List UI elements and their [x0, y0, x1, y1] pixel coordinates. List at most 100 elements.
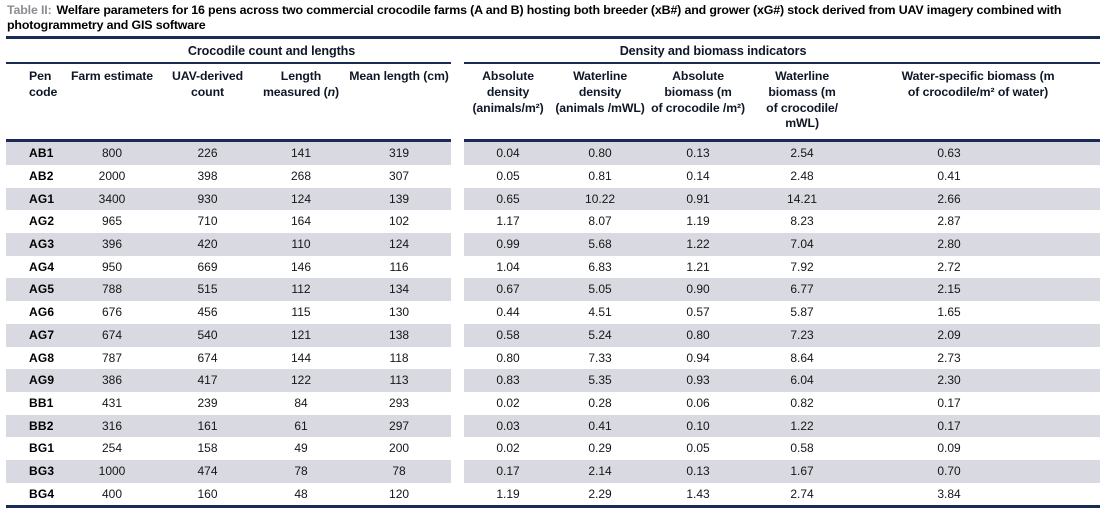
column-group-gutter: [451, 233, 465, 256]
cell-AB2-uav-derived-count: 398: [197, 168, 218, 183]
cell-AG9-absolute-density: 0.83: [464, 369, 553, 392]
cell-AB2-waterline-density: 0.81: [588, 168, 612, 183]
cell-AG2-absolute-density: 1.17: [496, 214, 520, 229]
cell-AG1-absolute-density: 0.65: [464, 187, 553, 211]
cell-AG9-mean-length-cm: 113: [347, 369, 452, 392]
cell-AG3-uav-derived-count: 420: [160, 233, 255, 256]
cell-AG3-absolute-biomass: 1.22: [648, 233, 749, 256]
cell-AG5-water-specific-biomass: 2.15: [856, 278, 1100, 302]
cell-AG6-pen-code: AG6: [29, 305, 55, 320]
welfare-parameters-table: Crocodile count and lengths Density and b…: [6, 39, 1100, 506]
column-header-row: Pen code Farm estimate UAV-derived count Leng…: [6, 63, 1100, 143]
cell-BG4-farm-estimate: 400: [101, 486, 123, 501]
cell-AG7-mean-length-cm: 138: [347, 323, 452, 347]
cell-AG8-waterline-biomass: 8.64: [790, 350, 814, 365]
cell-AB1-water-specific-biomass: 0.63: [856, 140, 1100, 165]
table-row-AG8: AG8 787 674 144 118 0.80 7.33 0.94 8.64 2.73: [6, 346, 1100, 370]
table-row-AB1: AB1 800 226 141 319 0.04 0.80 0.13 2.54 0.63: [6, 140, 1100, 165]
cell-AG5-farm-estimate: 788: [64, 278, 160, 302]
cell-AG9-length-measured-n: 122: [255, 369, 347, 392]
cell-AG2-pen-code: AG2: [29, 214, 55, 229]
cell-BB2-pen-code: BB2: [6, 414, 64, 438]
cell-AG5-waterline-biomass: 6.77: [748, 278, 857, 302]
cell-AG1-length-measured-n: 124: [255, 187, 347, 211]
cell-AB1-length-measured-n: 141: [255, 140, 347, 165]
cell-AB2-pen-code: AB2: [29, 168, 54, 183]
cell-AG1-water-specific-biomass: 2.66: [856, 187, 1100, 211]
cell-BG1-uav-derived-count: 158: [197, 441, 218, 456]
cell-AG5-length-measured-n: 112: [255, 278, 347, 302]
cell-AG3-water-specific-biomass: 2.80: [856, 233, 1100, 256]
cell-AG6-uav-derived-count: 456: [197, 305, 218, 320]
column-group-gutter: [451, 323, 465, 347]
cell-BG4-length-measured-n: 48: [294, 486, 308, 501]
cell-AG3-length-measured-n: 110: [255, 233, 347, 256]
cell-AB1-waterline-density: 0.80: [552, 140, 649, 165]
table-row-AG7: AG7 674 540 121 138 0.58 5.24 0.80 7.23 2.09: [6, 323, 1100, 347]
cell-AG6-waterline-density: 4.51: [588, 305, 612, 320]
cell-BG4-uav-derived-count: 160: [197, 486, 218, 501]
cell-AG5-waterline-density: 5.05: [552, 278, 649, 302]
table-row-BB2: BB2 316 161 61 297 0.03 0.41 0.10 1.22 0.17: [6, 414, 1100, 438]
table-row-AG6: AG6 676 456 115 130 0.44 4.51 0.57 5.87 1.65: [6, 301, 1100, 324]
cell-AG2-waterline-density: 8.07: [588, 214, 612, 229]
cell-BG3-waterline-density: 2.14: [552, 460, 649, 483]
column-group-gutter: [451, 210, 465, 233]
cell-AG8-mean-length-cm: 118: [389, 350, 409, 365]
cell-AG5-absolute-biomass: 0.90: [648, 278, 749, 302]
cell-AG9-water-specific-biomass: 2.30: [856, 369, 1100, 392]
group-header-density-and-biomass-indicators: Density and biomass indicators: [464, 39, 1100, 65]
cell-BB1-uav-derived-count: 239: [197, 395, 218, 410]
cell-AG2-mean-length-cm: 102: [389, 214, 410, 229]
cell-AG4-absolute-biomass: 1.21: [686, 259, 710, 274]
cell-AG8-pen-code: AG8: [29, 350, 55, 365]
cell-AG5-pen-code: AG5: [6, 278, 64, 302]
cell-AB1-farm-estimate: 800: [64, 140, 160, 165]
cell-AG6-absolute-biomass: 0.57: [686, 305, 710, 320]
cell-BG4-waterline-density: 2.29: [588, 486, 612, 501]
column-group-gutter: [451, 140, 465, 165]
column-header-water-specific-biomass: Water-specific biomass (m of crocodile/m²…: [856, 63, 1100, 143]
cell-AG2-uav-derived-count: 710: [197, 214, 218, 229]
cell-AB2-waterline-biomass: 2.48: [790, 168, 814, 183]
column-group-gutter: [451, 255, 465, 279]
cell-AG8-absolute-density: 0.80: [496, 350, 520, 365]
cell-AG8-farm-estimate: 787: [101, 350, 123, 365]
column-group-gutter: [451, 414, 465, 438]
cell-BG3-absolute-biomass: 0.13: [648, 460, 749, 483]
cell-BB2-farm-estimate: 316: [64, 414, 160, 438]
column-group-gutter: [451, 164, 465, 188]
cell-AG7-absolute-biomass: 0.80: [648, 323, 749, 347]
column-group-gutter: [451, 369, 465, 392]
table-header: Crocodile count and lengths Density and b…: [6, 39, 1100, 143]
data-table-container: Crocodile count and lengths Density and b…: [6, 36, 1100, 508]
cell-AG3-pen-code: AG3: [6, 233, 64, 256]
cell-AG7-length-measured-n: 121: [255, 323, 347, 347]
cell-AG4-farm-estimate: 950: [101, 259, 123, 274]
cell-AG4-pen-code: AG4: [29, 259, 55, 274]
cell-AG1-absolute-biomass: 0.91: [648, 187, 749, 211]
cell-AG4-waterline-biomass: 7.92: [790, 259, 814, 274]
cell-BB1-length-measured-n: 84: [294, 395, 308, 410]
cell-BG3-pen-code: BG3: [6, 460, 64, 483]
cell-BB2-waterline-density: 0.41: [552, 414, 649, 438]
column-group-gutter: [451, 301, 465, 324]
cell-BG4-waterline-biomass: 2.74: [790, 486, 814, 501]
cell-AG1-mean-length-cm: 139: [347, 187, 452, 211]
cell-BG4-water-specific-biomass: 3.84: [937, 486, 961, 501]
cell-AG6-absolute-density: 0.44: [496, 305, 520, 320]
cell-BB1-waterline-biomass: 0.82: [790, 395, 814, 410]
cell-AG5-mean-length-cm: 134: [347, 278, 452, 302]
cell-BG1-farm-estimate: 254: [101, 441, 123, 456]
cell-BG1-mean-length-cm: 200: [389, 441, 410, 456]
table-body: AB1 800 226 141 319 0.04 0.80 0.13 2.54 0.63 AB2 20…: [6, 140, 1100, 506]
cell-AB1-pen-code: AB1: [6, 140, 64, 165]
cell-AG3-waterline-density: 5.68: [552, 233, 649, 256]
cell-AG9-uav-derived-count: 417: [160, 369, 255, 392]
cell-AG6-water-specific-biomass: 1.65: [937, 305, 961, 320]
table-row-AG5: AG5 788 515 112 134 0.67 5.05 0.90 6.77 2.15: [6, 278, 1100, 302]
cell-BB1-water-specific-biomass: 0.17: [937, 395, 961, 410]
cell-AG5-absolute-density: 0.67: [464, 278, 553, 302]
column-group-gutter: [451, 391, 465, 415]
column-header-waterline-density: Waterline density (animals /mWL): [552, 63, 649, 143]
